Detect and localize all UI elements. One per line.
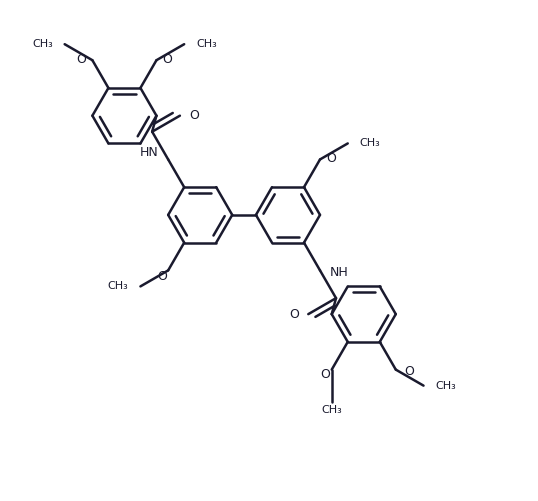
Text: O: O xyxy=(289,308,299,321)
Text: O: O xyxy=(326,152,336,165)
Text: O: O xyxy=(162,53,172,66)
Text: O: O xyxy=(76,53,87,66)
Text: O: O xyxy=(189,109,199,122)
Text: CH₃: CH₃ xyxy=(321,405,342,415)
Text: CH₃: CH₃ xyxy=(108,282,129,292)
Text: HN: HN xyxy=(140,146,159,159)
Text: NH: NH xyxy=(329,266,348,279)
Text: CH₃: CH₃ xyxy=(196,39,217,49)
Text: O: O xyxy=(321,368,330,381)
Text: CH₃: CH₃ xyxy=(435,381,456,391)
Text: CH₃: CH₃ xyxy=(359,138,380,148)
Text: O: O xyxy=(157,270,167,283)
Text: CH₃: CH₃ xyxy=(32,39,53,49)
Text: O: O xyxy=(404,366,414,378)
